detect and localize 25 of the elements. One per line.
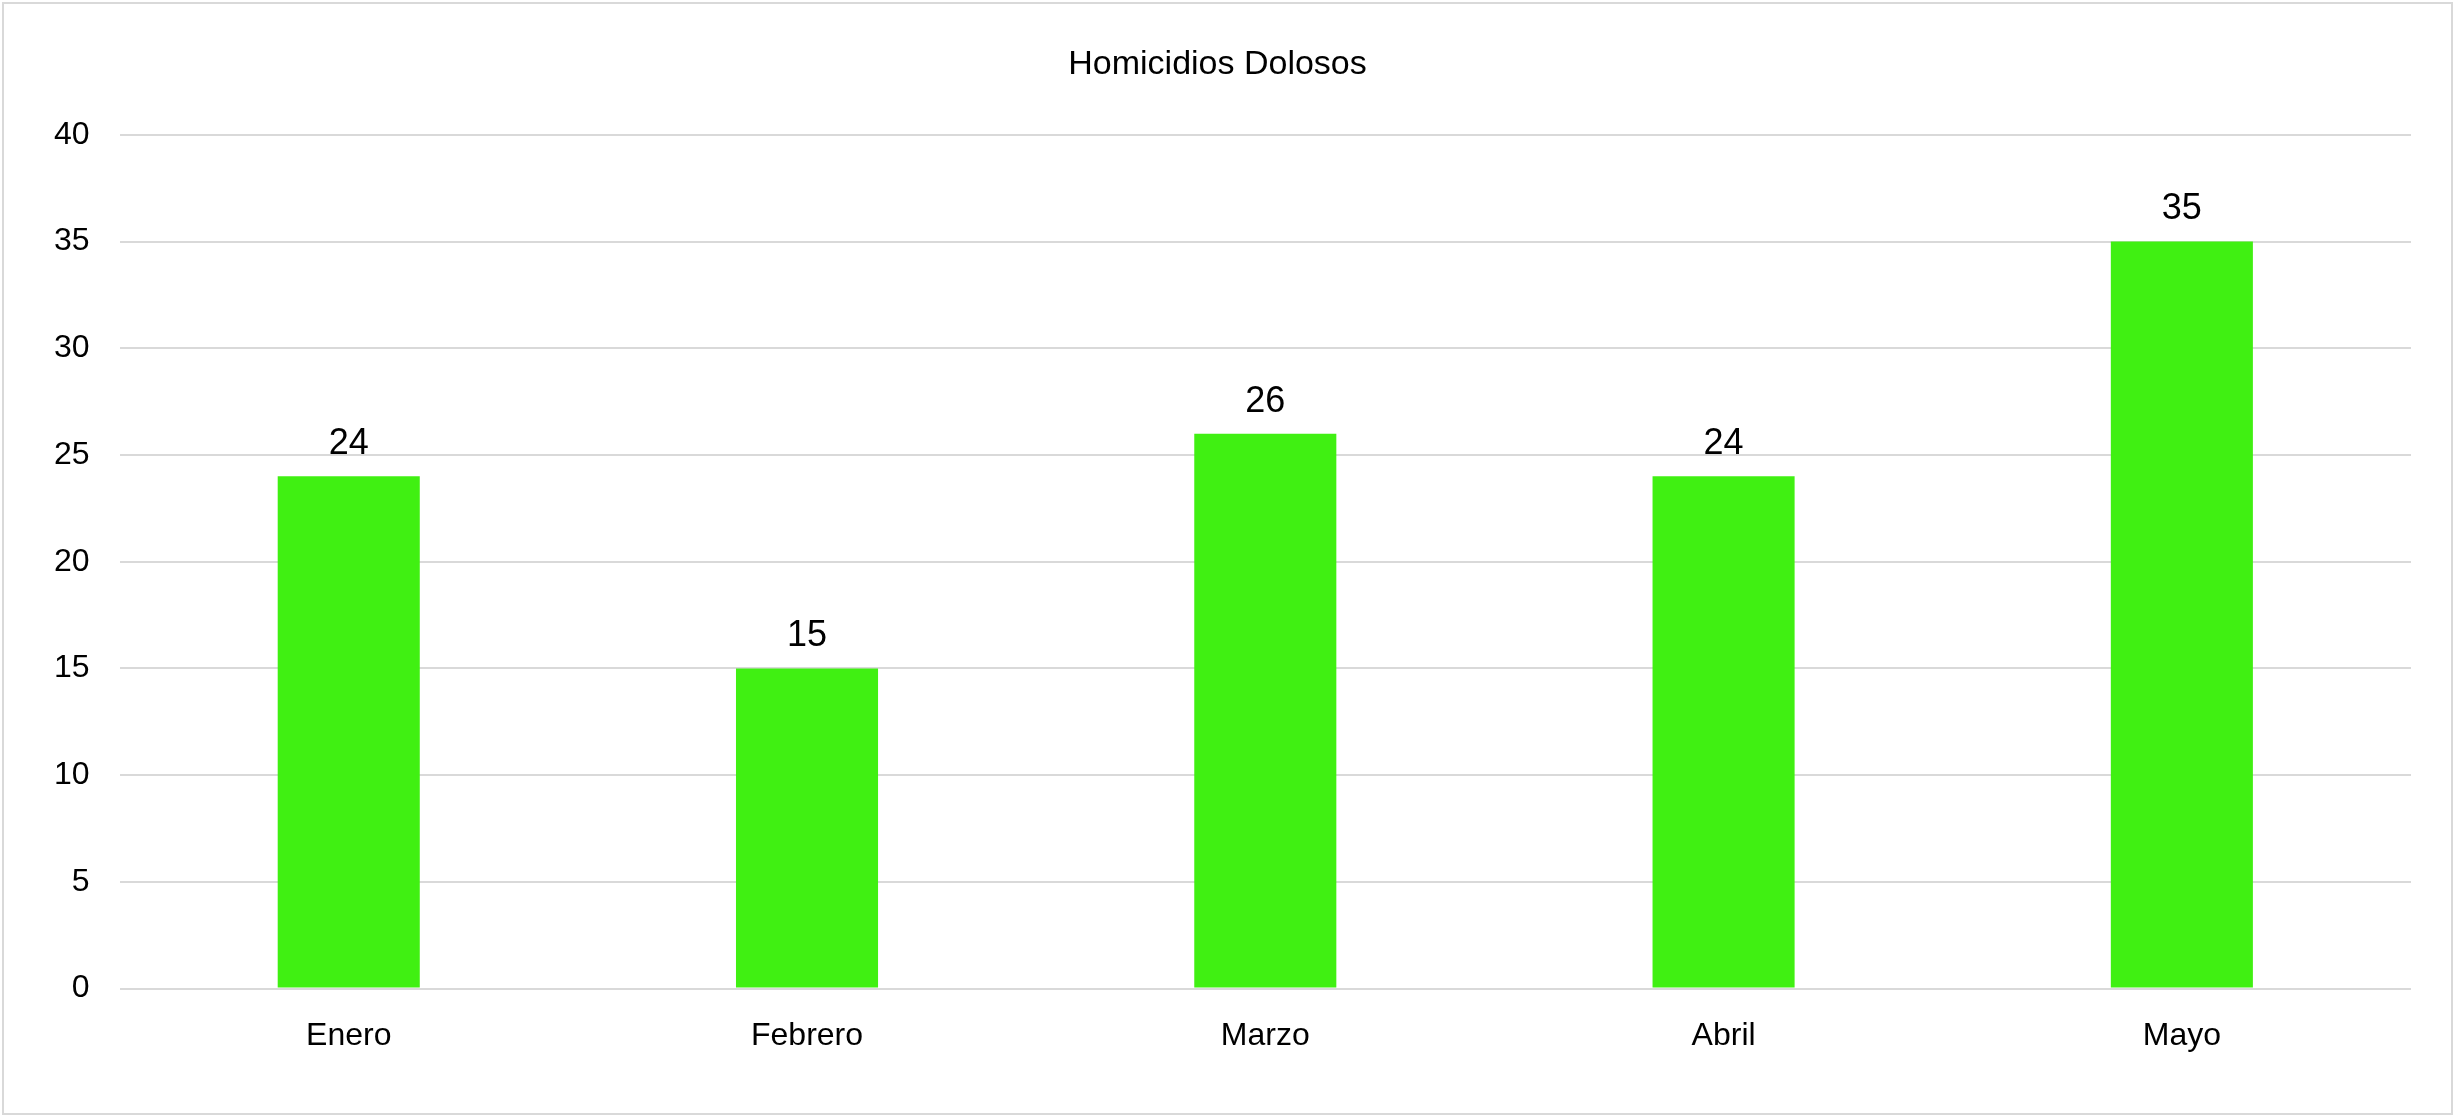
bar [1194,433,1337,988]
x-tick-label: Enero [306,1015,392,1052]
bar [2110,241,2253,988]
bar [735,668,879,988]
x-tick-label: Mayo [2142,1015,2221,1052]
data-label: 35 [2161,186,2202,228]
data-label: 24 [1703,421,1744,463]
bar [277,476,420,988]
x-tick-label: Febrero [750,1015,864,1052]
y-tick-label: 10 [54,754,90,791]
data-label: 15 [786,613,828,655]
y-tick-label: 0 [71,968,90,1005]
y-tick-label: 30 [54,328,90,365]
y-tick-label: 40 [54,114,90,151]
chart-title: Homicidios Dolosos [1068,42,1367,81]
y-tick-label: 35 [54,221,90,258]
y-tick-label: 5 [71,861,90,898]
x-tick-label: Abril [1691,1015,1756,1052]
y-tick-label: 15 [54,648,90,685]
y-tick-label: 25 [54,434,90,471]
bar [1652,476,1795,988]
data-label: 26 [1245,378,1286,420]
y-tick-label: 20 [54,541,90,578]
data-label: 24 [328,421,369,463]
x-tick-label: Marzo [1220,1015,1310,1052]
